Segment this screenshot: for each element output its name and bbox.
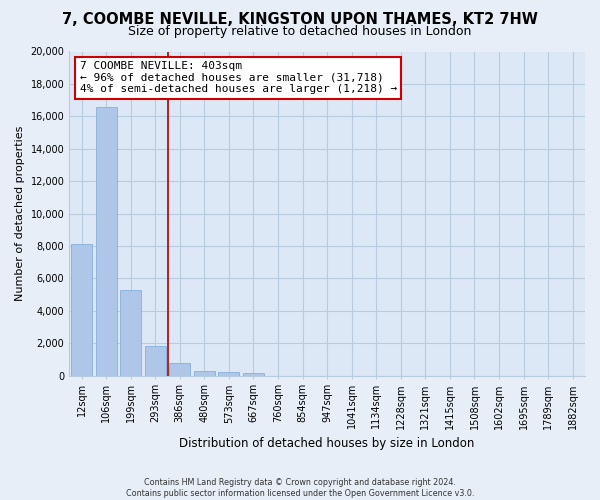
Bar [194, 370, 215, 376]
Bar [71, 244, 92, 376]
Bar [218, 372, 239, 376]
Text: 7 COOMBE NEVILLE: 403sqm
← 96% of detached houses are smaller (31,718)
4% of sem: 7 COOMBE NEVILLE: 403sqm ← 96% of detach… [80, 61, 397, 94]
Bar [95, 106, 116, 376]
Bar [243, 373, 264, 376]
Text: Size of property relative to detached houses in London: Size of property relative to detached ho… [128, 25, 472, 38]
Text: Contains HM Land Registry data © Crown copyright and database right 2024.
Contai: Contains HM Land Registry data © Crown c… [126, 478, 474, 498]
Bar [120, 290, 141, 376]
Y-axis label: Number of detached properties: Number of detached properties [15, 126, 25, 301]
X-axis label: Distribution of detached houses by size in London: Distribution of detached houses by size … [179, 437, 475, 450]
Bar [169, 364, 190, 376]
Bar [145, 346, 166, 376]
Text: 7, COOMBE NEVILLE, KINGSTON UPON THAMES, KT2 7HW: 7, COOMBE NEVILLE, KINGSTON UPON THAMES,… [62, 12, 538, 28]
